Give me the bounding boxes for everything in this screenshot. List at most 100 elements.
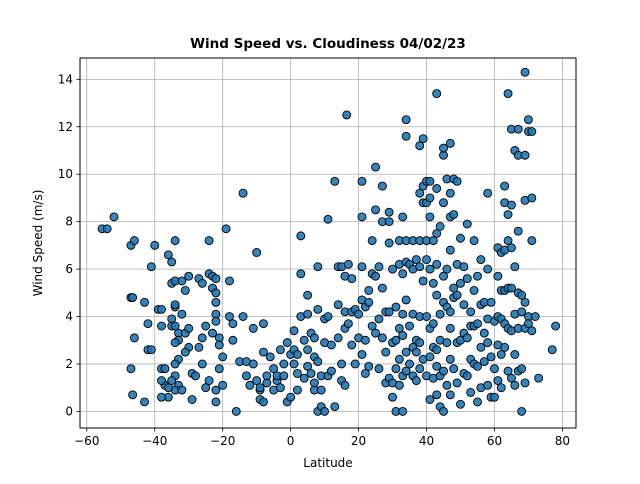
data-point xyxy=(330,402,340,412)
data-point xyxy=(469,236,479,246)
data-point xyxy=(473,319,482,329)
x-tick-label: 80 xyxy=(555,434,570,448)
data-point xyxy=(503,236,513,246)
data-point xyxy=(422,312,431,321)
data-point xyxy=(228,319,238,329)
data-point xyxy=(391,364,401,374)
data-point xyxy=(364,297,374,307)
data-point xyxy=(483,264,493,274)
data-point xyxy=(279,371,289,381)
y-tick-label: 8 xyxy=(65,215,73,229)
data-point xyxy=(323,214,333,224)
data-point xyxy=(292,385,302,395)
data-point xyxy=(292,368,302,378)
data-point xyxy=(347,274,357,284)
data-point xyxy=(523,115,533,125)
data-point xyxy=(530,312,540,321)
data-point xyxy=(146,345,156,355)
data-point xyxy=(398,212,408,222)
y-tick-label: 2 xyxy=(65,357,73,371)
data-point xyxy=(197,359,207,369)
data-point xyxy=(126,364,136,374)
x-tick-label: −20 xyxy=(210,434,235,448)
data-point xyxy=(411,347,421,357)
data-point xyxy=(347,340,357,350)
data-point xyxy=(214,364,224,374)
data-point xyxy=(309,333,319,343)
data-point xyxy=(242,371,251,381)
data-point xyxy=(326,340,336,350)
data-point xyxy=(367,236,377,246)
data-point xyxy=(391,335,401,345)
data-point xyxy=(476,342,486,352)
data-point xyxy=(259,397,268,407)
data-point xyxy=(170,300,180,310)
data-point xyxy=(204,376,214,386)
data-point xyxy=(507,200,516,210)
data-point xyxy=(527,236,537,246)
data-point xyxy=(231,406,241,416)
x-tick-label: 20 xyxy=(351,434,366,448)
y-tick-label: 10 xyxy=(58,167,73,181)
data-point xyxy=(371,271,381,281)
data-point xyxy=(445,188,455,198)
data-point xyxy=(486,352,496,362)
data-point xyxy=(435,309,445,319)
data-point xyxy=(517,307,527,317)
data-point xyxy=(493,376,503,386)
data-point xyxy=(157,392,166,402)
data-point xyxy=(357,176,367,186)
data-point xyxy=(214,340,224,350)
data-point xyxy=(452,378,462,388)
data-point xyxy=(371,162,381,172)
data-point xyxy=(326,366,336,376)
data-point xyxy=(520,378,530,388)
data-point xyxy=(218,380,228,390)
data-point xyxy=(510,380,520,390)
data-point xyxy=(275,383,285,393)
data-point xyxy=(425,176,435,186)
data-point xyxy=(146,262,156,272)
points-layer xyxy=(97,67,561,416)
data-point xyxy=(401,115,411,125)
plot-frame xyxy=(79,57,577,429)
data-point xyxy=(473,397,482,407)
data-point xyxy=(225,312,234,321)
data-point xyxy=(442,380,452,390)
data-point xyxy=(211,274,221,284)
data-point xyxy=(360,335,370,345)
data-point xyxy=(157,376,166,386)
data-point xyxy=(163,250,173,260)
data-point xyxy=(422,255,431,265)
data-point xyxy=(415,364,425,374)
y-tick-label: 6 xyxy=(65,262,73,276)
x-tick-label: 0 xyxy=(287,434,295,448)
data-point xyxy=(486,297,496,307)
data-point xyxy=(342,110,352,120)
data-point xyxy=(534,373,544,383)
data-point xyxy=(238,312,248,321)
data-point xyxy=(180,347,190,357)
data-point xyxy=(296,269,306,279)
data-point xyxy=(391,302,401,312)
data-point xyxy=(252,248,262,257)
data-point xyxy=(462,371,472,381)
data-point xyxy=(428,236,438,246)
data-point xyxy=(520,67,530,77)
y-tick-label: 0 xyxy=(65,404,73,418)
data-point xyxy=(248,359,258,369)
data-point xyxy=(184,323,194,333)
data-point xyxy=(415,262,425,272)
data-point xyxy=(191,371,200,381)
data-point xyxy=(479,328,489,338)
data-point xyxy=(316,385,326,395)
data-point xyxy=(493,271,503,281)
data-point xyxy=(442,264,452,274)
data-point xyxy=(479,357,489,367)
data-point xyxy=(520,150,530,160)
data-point xyxy=(286,392,296,402)
data-point xyxy=(340,380,350,390)
data-point xyxy=(303,309,313,319)
data-point xyxy=(405,359,414,369)
data-point xyxy=(343,259,353,269)
